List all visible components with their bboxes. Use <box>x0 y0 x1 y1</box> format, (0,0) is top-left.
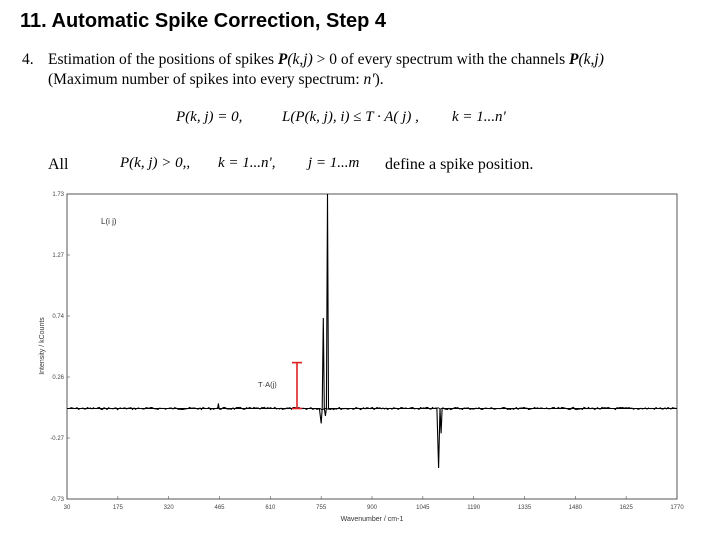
all-label: All <box>48 156 69 173</box>
legend-label: L(i j) <box>101 217 117 226</box>
x-tick-label: 755 <box>316 505 327 511</box>
formula-threshold: L(P(k, j), i) ≤ T · A( j) , <box>282 109 419 125</box>
formula-k-range-2: k = 1...n', <box>218 155 276 171</box>
y-tick-label: -0.73 <box>50 497 64 503</box>
step-description: 4. Estimation of the positions of spikes … <box>22 50 712 90</box>
y-tick-label: -0.27 <box>50 436 64 442</box>
item-number: 4. <box>22 51 34 68</box>
x-tick-label: 900 <box>367 505 378 511</box>
define-text: define a spike position. <box>385 156 534 173</box>
description-line-2: (Maximum number of spikes into every spe… <box>22 70 712 90</box>
x-tick-label: 1335 <box>518 505 532 511</box>
y-tick-label: 1.73 <box>52 192 64 198</box>
max-spikes-end: ). <box>374 71 384 88</box>
x-axis-label: Wavenumber / cm-1 <box>341 516 404 523</box>
max-spikes-text: (Maximum number of spikes into every spe… <box>48 71 364 88</box>
description-text-2: > 0 of every spectrum with the channels <box>312 51 569 68</box>
x-tick-label: 610 <box>265 505 276 511</box>
description-text-1: Estimation of the positions of spikes <box>48 51 278 68</box>
y-tick-label: 0.74 <box>52 314 64 320</box>
x-tick-label: 1480 <box>569 505 583 511</box>
kj-symbol-1: (k,j) <box>287 51 313 68</box>
threshold-label: T·A(j) <box>258 380 277 389</box>
x-tick-label: 465 <box>214 505 225 511</box>
p-symbol-2: P <box>569 51 579 68</box>
x-tick-label: 30 <box>64 505 71 511</box>
n-prime-symbol: n' <box>363 71 375 88</box>
x-tick-label: 1770 <box>670 505 684 511</box>
formula-condition-zero: P(k, j) = 0, <box>176 109 243 125</box>
x-tick-label: 1045 <box>416 505 430 511</box>
y-ticks: 1.73 1.27 0.74 0.26 -0.27 -0.73 <box>50 192 70 503</box>
p-symbol-1: P <box>277 51 288 68</box>
threshold-marker <box>292 361 302 410</box>
x-tick-label: 175 <box>113 505 124 511</box>
y-tick-label: 0.26 <box>52 375 64 381</box>
x-tick-label: 1625 <box>619 505 633 511</box>
y-tick-label: 1.27 <box>52 253 64 259</box>
formula-spike-positive: P(k, j) > 0,, <box>120 155 191 171</box>
y-axis-label: Intensity / kCounts <box>39 317 46 375</box>
x-tick-label: 1190 <box>467 505 481 511</box>
plot-frame <box>66 193 678 500</box>
x-tick-label: 320 <box>164 505 175 511</box>
x-ticks: 30 175 320 465 610 755 900 1045 1190 1335 1480 1625… <box>64 496 684 511</box>
kj-symbol-2: (k,j) <box>578 51 604 68</box>
slide-title: 11. Automatic Spike Correction, Step 4 <box>20 10 387 32</box>
spectrum-line <box>67 193 677 469</box>
formula-j-range: j = 1...m <box>308 155 360 171</box>
formula-k-range: k = 1...n' <box>452 109 506 125</box>
